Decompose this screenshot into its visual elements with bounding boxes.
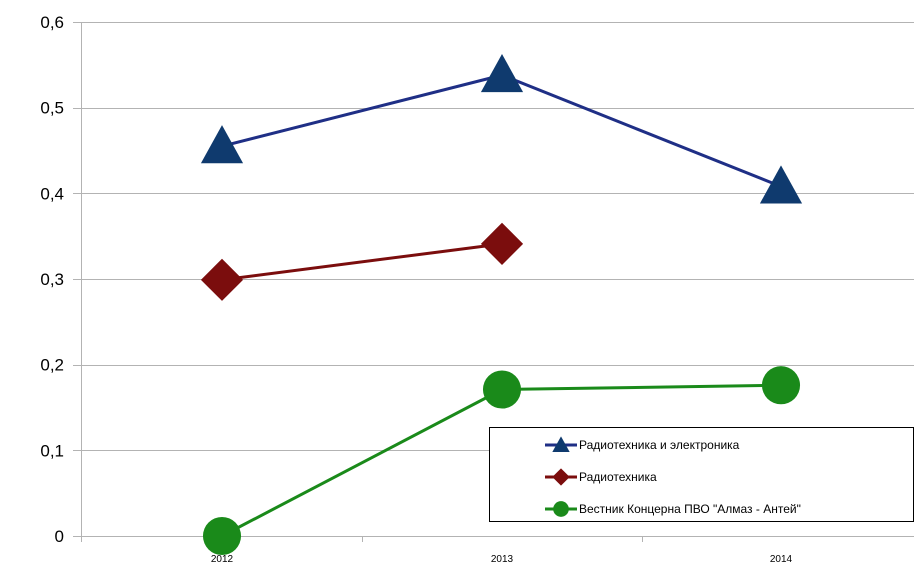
series-line bbox=[221, 242, 503, 282]
legend: Радиотехника и электроника Радиотехника Ве… bbox=[489, 427, 914, 522]
legend-label: Радиотехника bbox=[579, 470, 657, 484]
y-tick-label: 0,5 bbox=[40, 99, 64, 118]
y-tick-label: 0,1 bbox=[40, 441, 64, 460]
legend-item: Вестник Концерна ПВО "Алмаз - Антей" bbox=[545, 501, 801, 517]
data-point bbox=[480, 222, 524, 265]
series-1 bbox=[200, 54, 803, 204]
legend-item: Радиотехника bbox=[545, 468, 657, 486]
series-2 bbox=[200, 222, 524, 301]
data-point bbox=[202, 516, 242, 556]
series bbox=[200, 54, 803, 556]
data-point bbox=[482, 370, 522, 409]
y-tick-label: 0,4 bbox=[40, 184, 64, 203]
y-tick-label: 0 bbox=[55, 527, 64, 546]
legend-label: Вестник Концерна ПВО "Алмаз - Антей" bbox=[579, 502, 801, 516]
legend-marker bbox=[552, 468, 570, 486]
legend-label: Радиотехника и электроника bbox=[579, 438, 740, 452]
y-tick-labels: 0 0,1 0,2 0,3 0,4 0,5 0,6 bbox=[40, 13, 64, 546]
data-point bbox=[759, 165, 803, 204]
data-point bbox=[200, 125, 244, 164]
x-tick-labels: 2012 2013 2014 bbox=[211, 554, 793, 565]
data-point bbox=[200, 258, 244, 301]
series-3 bbox=[202, 366, 801, 556]
legend-marker bbox=[552, 436, 570, 452]
y-tick-label: 0,6 bbox=[40, 13, 64, 32]
x-tick-label: 2013 bbox=[491, 554, 514, 565]
legend-item: Радиотехника и электроника bbox=[545, 436, 740, 452]
y-tick-label: 0,2 bbox=[40, 356, 64, 375]
data-point bbox=[761, 366, 801, 405]
y-tick-label: 0,3 bbox=[40, 270, 64, 289]
x-tick-label: 2014 bbox=[770, 554, 793, 565]
data-point bbox=[480, 54, 524, 93]
legend-marker bbox=[553, 501, 569, 517]
x-tick-label: 2012 bbox=[211, 554, 234, 565]
